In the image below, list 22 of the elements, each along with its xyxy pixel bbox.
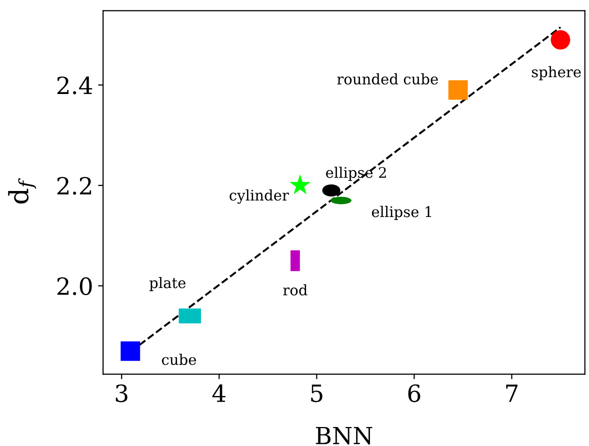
series-label: cylinder xyxy=(230,189,289,204)
series-label: sphere xyxy=(532,66,581,80)
x-tick-label: 3 xyxy=(116,384,128,402)
point xyxy=(448,80,468,100)
series-label: rounded cube xyxy=(337,73,438,85)
point xyxy=(120,341,140,361)
x-tick-label: 6 xyxy=(408,384,420,402)
point xyxy=(290,174,311,194)
series-label: plate xyxy=(149,276,186,292)
series-label: cube xyxy=(162,354,196,366)
y-tick-label: 2.2 xyxy=(57,176,92,195)
x-axis-title: BNN xyxy=(316,426,372,444)
y-tick-label: 2.0 xyxy=(57,277,92,296)
y-tick-label: 2.4 xyxy=(57,76,92,94)
y-axis-title: d$_{f}$ xyxy=(8,178,36,204)
series-label: ellipse 2 xyxy=(326,166,386,181)
x-tick-label: 7 xyxy=(506,384,518,402)
x-tick-label: 4 xyxy=(212,384,226,402)
point xyxy=(550,30,570,50)
series-label: rod xyxy=(283,284,308,296)
x-tick-label: 5 xyxy=(311,384,322,402)
series-label: ellipse 1 xyxy=(372,206,432,220)
